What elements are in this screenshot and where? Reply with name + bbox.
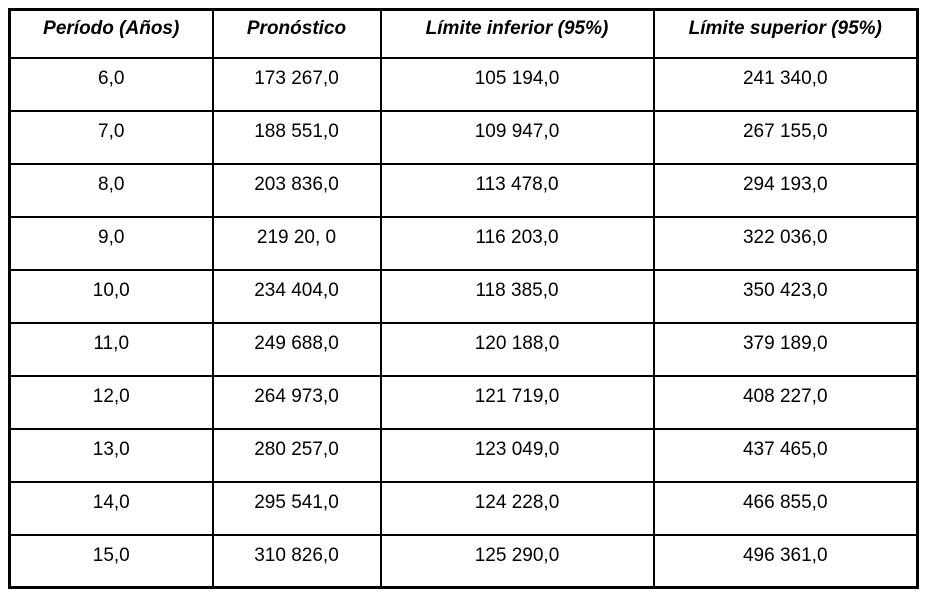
table-header: Período (Años) Pronóstico Límite inferior …: [8, 8, 919, 59]
table-cell: 267 155,0: [652, 109, 919, 165]
table-cell: 10,0: [8, 268, 214, 324]
table-cell: 116 203,0: [379, 215, 655, 271]
table-cell: 294 193,0: [652, 162, 919, 218]
table-cell: 125 290,0: [379, 533, 655, 589]
column-header: Límite inferior (95%): [379, 8, 655, 59]
table-row: 9,0 219 20, 0 116 203,0 322 036,0: [8, 215, 919, 271]
table-cell: 118 385,0: [379, 268, 655, 324]
table-row: 8,0 203 836,0 113 478,0 294 193,0: [8, 162, 919, 218]
table-cell: 109 947,0: [379, 109, 655, 165]
table-cell: 379 189,0: [652, 321, 919, 377]
table-cell: 219 20, 0: [211, 215, 382, 271]
header-row: Período (Años) Pronóstico Límite inferior …: [8, 8, 919, 59]
table-cell: 8,0: [8, 162, 214, 218]
forecast-table: Período (Años) Pronóstico Límite inferior …: [8, 8, 919, 589]
column-header: Pronóstico: [211, 8, 382, 59]
table-row: 15,0 310 826,0 125 290,0 496 361,0: [8, 533, 919, 589]
table-cell: 105 194,0: [379, 56, 655, 112]
table-cell: 12,0: [8, 374, 214, 430]
table-cell: 437 465,0: [652, 427, 919, 483]
table-cell: 6,0: [8, 56, 214, 112]
table-cell: 188 551,0: [211, 109, 382, 165]
table-cell: 203 836,0: [211, 162, 382, 218]
table-cell: 121 719,0: [379, 374, 655, 430]
table-cell: 15,0: [8, 533, 214, 589]
table-row: 12,0 264 973,0 121 719,0 408 227,0: [8, 374, 919, 430]
table-row: 6,0 173 267,0 105 194,0 241 340,0: [8, 56, 919, 112]
table-cell: 120 188,0: [379, 321, 655, 377]
table-body: 6,0 173 267,0 105 194,0 241 340,0 7,0 188 551…: [8, 56, 919, 589]
table-cell: 322 036,0: [652, 215, 919, 271]
column-header: Límite superior (95%): [652, 8, 919, 59]
table-cell: 123 049,0: [379, 427, 655, 483]
column-header: Período (Años): [8, 8, 214, 59]
table-cell: 13,0: [8, 427, 214, 483]
table-cell: 113 478,0: [379, 162, 655, 218]
table-row: 10,0 234 404,0 118 385,0 350 423,0: [8, 268, 919, 324]
table-cell: 234 404,0: [211, 268, 382, 324]
table-cell: 408 227,0: [652, 374, 919, 430]
table-cell: 241 340,0: [652, 56, 919, 112]
table-cell: 264 973,0: [211, 374, 382, 430]
table-cell: 496 361,0: [652, 533, 919, 589]
table-cell: 11,0: [8, 321, 214, 377]
table-cell: 466 855,0: [652, 480, 919, 536]
table-cell: 280 257,0: [211, 427, 382, 483]
table-row: 7,0 188 551,0 109 947,0 267 155,0: [8, 109, 919, 165]
table-cell: 173 267,0: [211, 56, 382, 112]
table-cell: 7,0: [8, 109, 214, 165]
table-row: 11,0 249 688,0 120 188,0 379 189,0: [8, 321, 919, 377]
table-row: 13,0 280 257,0 123 049,0 437 465,0: [8, 427, 919, 483]
table-cell: 14,0: [8, 480, 214, 536]
table-cell: 350 423,0: [652, 268, 919, 324]
table-cell: 249 688,0: [211, 321, 382, 377]
table-row: 14,0 295 541,0 124 228,0 466 855,0: [8, 480, 919, 536]
table-cell: 310 826,0: [211, 533, 382, 589]
table-cell: 9,0: [8, 215, 214, 271]
table-cell: 124 228,0: [379, 480, 655, 536]
table-cell: 295 541,0: [211, 480, 382, 536]
